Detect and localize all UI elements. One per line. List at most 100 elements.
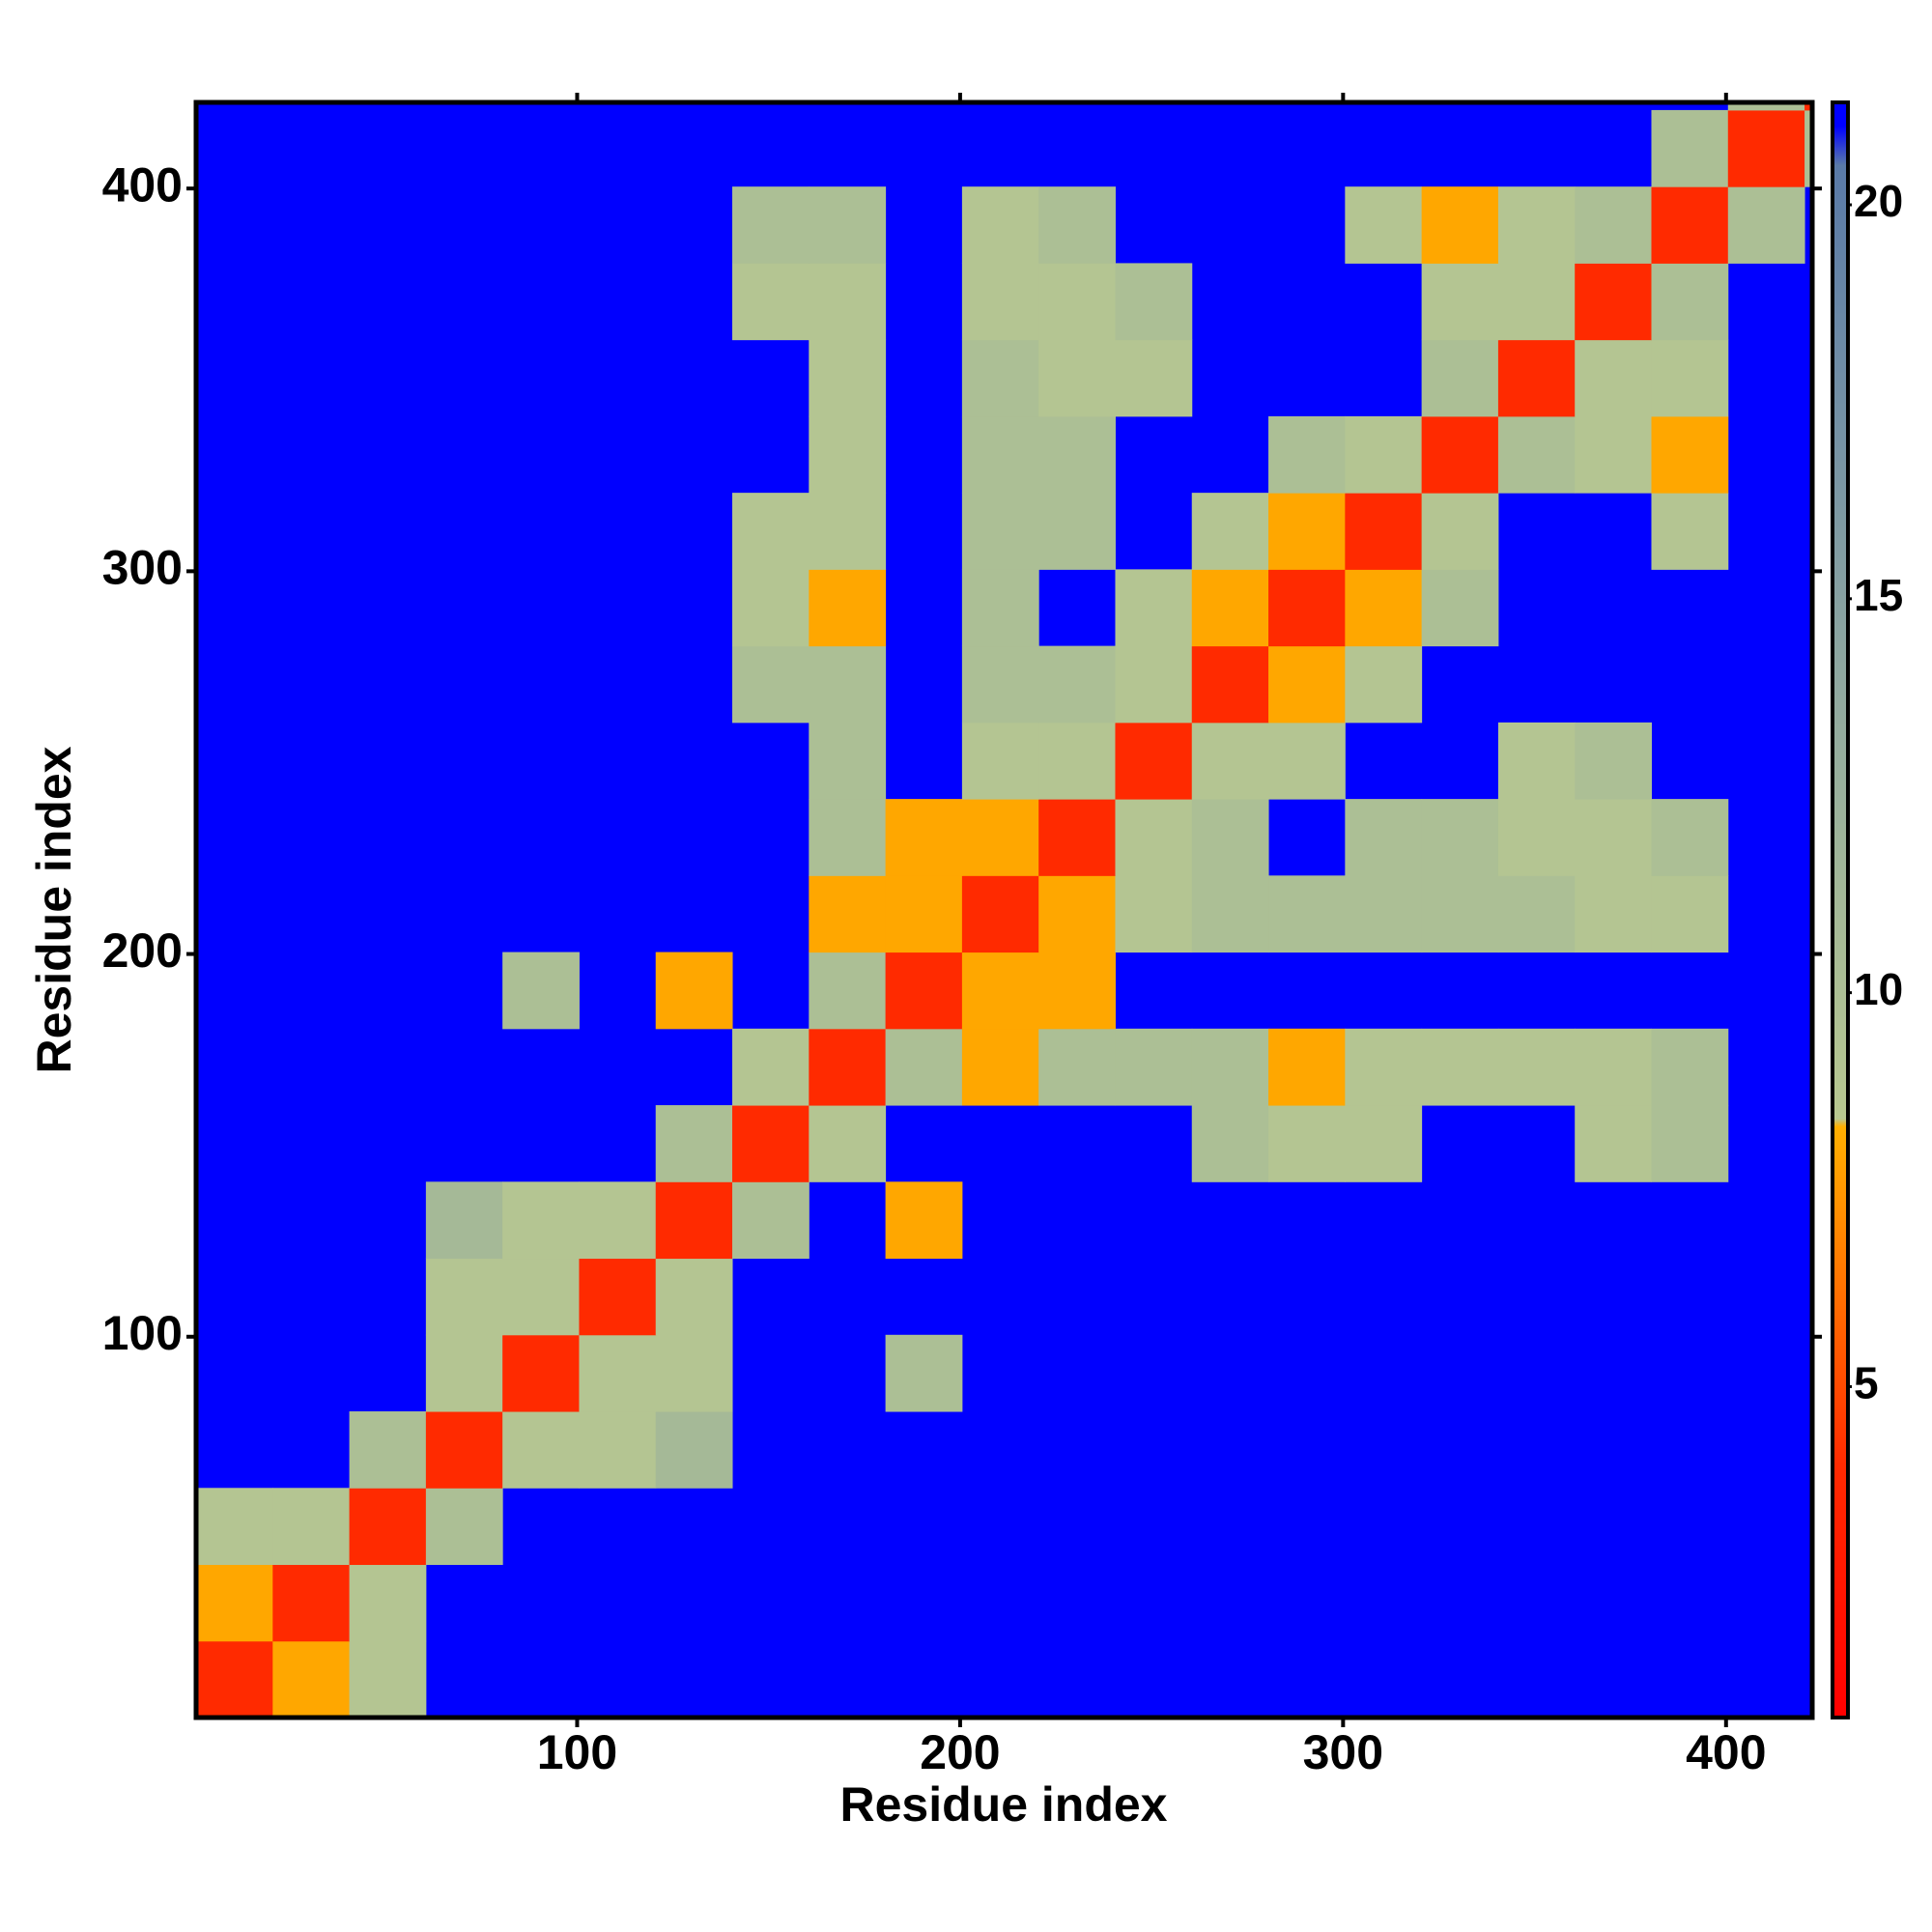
- heatmap-cell: [1497, 722, 1576, 800]
- heatmap-cell: [809, 645, 887, 724]
- heatmap-cell: [961, 493, 1039, 570]
- heatmap-cell: [809, 186, 887, 264]
- heatmap-cell: [1651, 263, 1729, 341]
- heatmap-cell: [1038, 415, 1116, 494]
- x-tick-label: 100: [537, 1725, 617, 1779]
- heatmap-cell: [732, 263, 810, 341]
- heatmap-cell: [961, 186, 1039, 264]
- heatmap-cell: [961, 722, 1039, 800]
- heatmap-cell: [1651, 339, 1729, 417]
- heatmap-cell: [1268, 722, 1346, 800]
- heatmap-cell: [961, 645, 1039, 724]
- heatmap-cell: [579, 1411, 657, 1489]
- heatmap-cell: [1038, 799, 1116, 876]
- heatmap-cell: [655, 1411, 733, 1489]
- heatmap-cell: [1268, 1028, 1346, 1106]
- heatmap-cell: [1268, 569, 1346, 647]
- x-tick-label: 400: [1686, 1725, 1766, 1779]
- heatmap-cell: [1268, 493, 1346, 570]
- heatmap-cell: [196, 1488, 273, 1566]
- heatmap-cell: [809, 952, 887, 1030]
- heatmap-cell: [1651, 186, 1729, 264]
- heatmap-cell: [1497, 186, 1576, 264]
- heatmap-cell: [349, 1488, 427, 1566]
- heatmap-cell: [1575, 186, 1652, 264]
- heatmap-cell: [732, 1105, 810, 1182]
- heatmap-cell: [1575, 1105, 1652, 1182]
- heatmap-cell: [1497, 1028, 1576, 1106]
- heatmap-cell: [732, 569, 810, 647]
- heatmap-cell: [1345, 493, 1423, 570]
- heatmap-cell: [1345, 569, 1423, 647]
- heatmap-cell: [502, 1334, 580, 1412]
- heatmap-cell: [1191, 722, 1269, 800]
- heatmap-cell: [425, 1488, 503, 1566]
- y-tick-label: 100: [102, 1306, 183, 1360]
- heatmap-cell: [1038, 645, 1116, 724]
- heatmap-cell: [732, 1028, 810, 1106]
- heatmap-cell: [425, 1334, 503, 1412]
- heatmap-cell: [961, 1028, 1039, 1106]
- heatmap-cell: [1575, 415, 1652, 494]
- heatmap-cell: [961, 339, 1039, 417]
- heatmap-cell: [196, 1640, 273, 1719]
- heatmap-cell: [1115, 263, 1193, 341]
- heatmap-cell: [655, 952, 733, 1030]
- heatmap-cell: [885, 1334, 963, 1412]
- heatmap-cell: [1421, 263, 1499, 341]
- heatmap-cell: [1651, 799, 1729, 876]
- heatmap-cell: [1651, 1105, 1729, 1182]
- heatmap-cell: [1345, 1028, 1423, 1106]
- heatmap-cell: [272, 1564, 351, 1642]
- colorbar-tick-label: 15: [1854, 570, 1903, 620]
- x-axis-title: Residue index: [840, 1777, 1168, 1832]
- heatmap-cell: [1345, 415, 1423, 494]
- heatmap-cell: [655, 1181, 733, 1260]
- heatmap-cell: [1115, 1028, 1193, 1106]
- heatmap-cell: [1345, 186, 1423, 264]
- heatmap-cell: [1115, 645, 1193, 724]
- heatmap-cell: [809, 799, 887, 876]
- heatmap-cell: [1421, 493, 1499, 570]
- heatmap-cell: [1421, 799, 1499, 876]
- heatmap-cell: [1191, 1028, 1269, 1106]
- heatmap-cell: [1345, 645, 1423, 724]
- heatmap-cell: [272, 1488, 351, 1566]
- y-tick-label: 400: [102, 157, 183, 212]
- heatmap-cell: [1115, 875, 1193, 953]
- heatmap-cell: [809, 263, 887, 341]
- heatmap-cell: [1038, 339, 1116, 417]
- heatmap-cell: [1115, 569, 1193, 647]
- colorbar-tick-label: 20: [1854, 176, 1903, 226]
- heatmap-cell: [732, 493, 810, 570]
- heatmap-cell: [349, 1640, 427, 1719]
- heatmap-cell: [1038, 493, 1116, 570]
- heatmap-cell: [809, 415, 887, 494]
- heatmap-cell: [809, 722, 887, 800]
- heatmap-cell: [1191, 493, 1269, 570]
- y-tick-label: 200: [102, 923, 183, 978]
- heatmap-cell: [1497, 799, 1576, 876]
- heatmap-cell: [961, 799, 1039, 876]
- heatmap-cell: [1497, 263, 1576, 341]
- heatmap-cell: [1575, 1028, 1652, 1106]
- heatmap-cell: [1115, 799, 1193, 876]
- heatmap-cell: [1191, 875, 1269, 953]
- heatmap-cell: [885, 799, 963, 876]
- heatmap-cell: [1421, 339, 1499, 417]
- heatmap-cell: [1575, 263, 1652, 341]
- heatmap-cell: [425, 1258, 503, 1336]
- heatmap-cell: [1575, 875, 1652, 953]
- heatmap-cell: [1038, 722, 1116, 800]
- heatmap-cell: [1651, 493, 1729, 570]
- heatmap-cell: [961, 263, 1039, 341]
- heatmap-cell: [1115, 722, 1193, 800]
- heatmap-cell: [1345, 799, 1423, 876]
- heatmap-cell: [1421, 415, 1499, 494]
- heatmap-cell: [809, 1028, 887, 1106]
- heatmap-cell: [1268, 415, 1346, 494]
- heatmap-cell: [885, 1028, 963, 1106]
- heatmap-cell: [425, 1181, 503, 1260]
- heatmap-cell: [1727, 102, 1805, 111]
- heatmap-cell: [1804, 102, 1813, 111]
